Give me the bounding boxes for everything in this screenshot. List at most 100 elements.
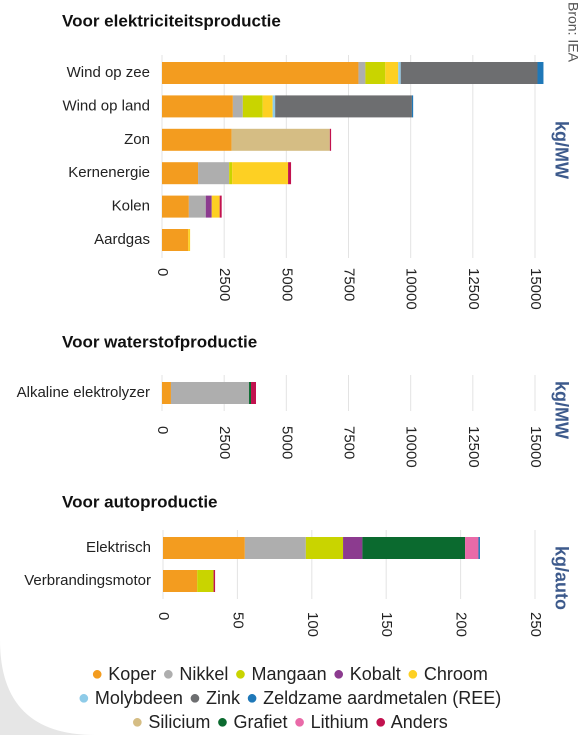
- legend-swatch: ●: [162, 663, 175, 685]
- bar-segment: [275, 95, 412, 118]
- bar-segment: [251, 382, 256, 404]
- legend-swatch: ●: [77, 687, 90, 709]
- legend-item: ● Chroom: [406, 663, 488, 685]
- legend-swatch: ●: [234, 663, 247, 685]
- bar-segment: [198, 162, 230, 185]
- unit-label: kg/auto: [551, 546, 571, 610]
- bar-segment: [162, 128, 232, 151]
- x-tick-label: 0: [154, 426, 171, 434]
- legend-label: Lithium: [310, 712, 369, 732]
- bar-segment: [343, 537, 363, 559]
- x-tick-label: 10000: [403, 268, 420, 310]
- legend-item: ● Molybdeen: [77, 687, 183, 709]
- bar-segment: [162, 95, 233, 118]
- legend-label: Molybdeen: [94, 688, 183, 708]
- legend-swatch: ●: [188, 687, 201, 709]
- bar-segment: [232, 95, 243, 118]
- x-tick-label: 15000: [527, 268, 544, 310]
- bar-segment: [205, 195, 212, 218]
- bar-segment: [188, 195, 206, 218]
- legend-row: ● Silicium ● Grafiet ● Lithium ● Anders: [0, 710, 579, 734]
- x-tick-label: 250: [527, 612, 544, 637]
- y-tick-label: Kernenergie: [68, 164, 150, 181]
- legend-item: ● Grafiet: [216, 711, 288, 733]
- x-tick-label: 15000: [527, 426, 544, 468]
- bar-segment: [163, 570, 198, 592]
- unit-label: kg/MW: [551, 381, 571, 439]
- bar-segment: [362, 537, 466, 559]
- unit-label: kg/MW: [551, 121, 571, 179]
- bar-segment: [365, 62, 386, 84]
- x-tick-label: 50: [229, 612, 246, 629]
- legend-item: ● Kobalt: [332, 663, 401, 685]
- bar-segment: [262, 95, 273, 118]
- chart-title: Voor autoproductie: [62, 492, 218, 511]
- legend-label: Zink: [206, 688, 241, 708]
- legend-label: Anders: [390, 712, 448, 732]
- bar-segment: [305, 537, 344, 559]
- y-tick-label: Alkaline elektrolyzer: [17, 384, 150, 401]
- legend-swatch: ●: [374, 711, 387, 733]
- bar-segment: [162, 62, 359, 84]
- bar-segment: [211, 195, 220, 218]
- y-tick-label: Zon: [124, 131, 150, 148]
- legend-item: ● Silicium: [131, 711, 210, 733]
- bar-segment: [478, 537, 480, 559]
- bar-segment: [231, 128, 330, 151]
- legend-item: ● Zink: [188, 687, 241, 709]
- chart-title: Voor elektriciteitsproductie: [62, 11, 281, 30]
- legend-swatch: ●: [332, 663, 345, 685]
- x-tick-label: 2500: [216, 426, 233, 459]
- y-tick-label: Verbrandingsmotor: [24, 572, 151, 589]
- bar-segment: [232, 162, 289, 185]
- bar-segment: [162, 195, 189, 218]
- legend-swatch: ●: [91, 663, 104, 685]
- bar-segment: [162, 162, 199, 185]
- y-tick-label: Wind op zee: [67, 64, 150, 81]
- bar-segment: [398, 62, 401, 84]
- legend-label: Koper: [108, 664, 157, 684]
- legend-item: ● Koper: [91, 663, 157, 685]
- bar-segment: [329, 128, 332, 151]
- x-tick-label: 2500: [216, 268, 233, 301]
- x-tick-label: 0: [155, 612, 172, 620]
- y-tick-label: Elektrisch: [86, 539, 151, 556]
- bar-segment: [163, 537, 245, 559]
- bar-segment: [249, 382, 252, 404]
- bar-segment: [242, 95, 263, 118]
- bar-segment: [219, 195, 222, 218]
- legend-swatch: ●: [406, 663, 419, 685]
- bar-segment: [385, 62, 399, 84]
- x-tick-label: 5000: [278, 426, 295, 459]
- x-tick-label: 12500: [465, 268, 482, 310]
- legend-swatch: ●: [216, 711, 229, 733]
- x-tick-label: 12500: [465, 426, 482, 468]
- y-tick-label: Kolen: [112, 198, 150, 215]
- legend-item: ● Nikkel: [162, 663, 229, 685]
- legend-label: Grafiet: [233, 712, 288, 732]
- x-tick-label: 5000: [278, 268, 295, 301]
- y-tick-label: Wind op land: [62, 97, 150, 114]
- bar-segment: [162, 229, 189, 251]
- x-tick-label: 150: [378, 612, 395, 637]
- legend-row: ● Molybdeen ● Zink ● Zeldzame aardmetalen …: [0, 686, 579, 710]
- legend-item: ● Anders: [374, 711, 448, 733]
- bar-segment: [358, 62, 366, 84]
- legend-label: Kobalt: [349, 664, 401, 684]
- x-tick-label: 7500: [341, 426, 358, 459]
- legend-row: ● Koper ● Nikkel ● Mangaan ● Kobalt ● Chroom: [0, 662, 579, 686]
- legend-swatch: ●: [131, 711, 144, 733]
- bar-segment: [465, 537, 479, 559]
- legend-swatch: ●: [293, 711, 306, 733]
- bar-segment: [288, 162, 292, 185]
- legend-item: ● Zeldzame aardmetalen (REE): [246, 687, 501, 709]
- chart-title: Voor waterstofproductie: [62, 332, 257, 351]
- legend-item: ● Lithium: [293, 711, 369, 733]
- x-tick-label: 100: [304, 612, 321, 637]
- legend-item: ● Mangaan: [234, 663, 326, 685]
- bar-segment: [213, 570, 216, 592]
- legend-swatch: ●: [246, 687, 259, 709]
- legend-label: Nikkel: [179, 664, 229, 684]
